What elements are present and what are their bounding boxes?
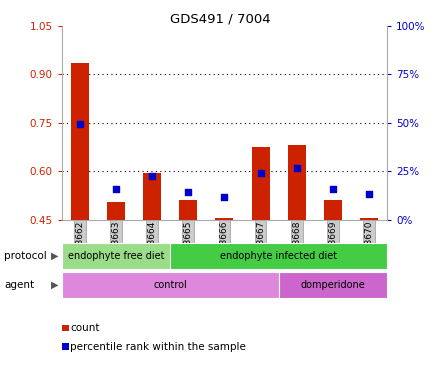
Bar <box>360 218 378 220</box>
Text: domperidone: domperidone <box>301 280 365 290</box>
Point <box>185 189 192 195</box>
Point <box>149 173 156 179</box>
Text: endophyte infected diet: endophyte infected diet <box>220 251 337 261</box>
Bar <box>324 200 342 220</box>
Bar <box>170 243 387 269</box>
Bar <box>71 63 89 220</box>
Bar <box>107 202 125 220</box>
Point <box>366 191 373 197</box>
Text: control: control <box>153 280 187 290</box>
Bar <box>279 272 387 298</box>
Text: endophyte free diet: endophyte free diet <box>68 251 164 261</box>
Bar <box>179 200 197 220</box>
Text: count: count <box>70 323 100 333</box>
Bar <box>215 218 234 220</box>
Point <box>330 186 337 192</box>
Text: percentile rank within the sample: percentile rank within the sample <box>70 341 246 352</box>
Point <box>257 170 264 176</box>
Text: GDS491 / 7004: GDS491 / 7004 <box>170 13 270 26</box>
Bar <box>62 272 279 298</box>
Bar <box>143 173 161 220</box>
Text: ▶: ▶ <box>51 280 59 290</box>
Text: agent: agent <box>4 280 34 290</box>
Point <box>112 186 119 192</box>
Bar <box>252 147 270 220</box>
Text: ▶: ▶ <box>51 251 59 261</box>
Bar <box>288 145 306 220</box>
Text: protocol: protocol <box>4 251 47 261</box>
Point <box>221 194 228 200</box>
Bar <box>62 243 170 269</box>
Point <box>76 121 83 127</box>
Point <box>293 165 300 171</box>
